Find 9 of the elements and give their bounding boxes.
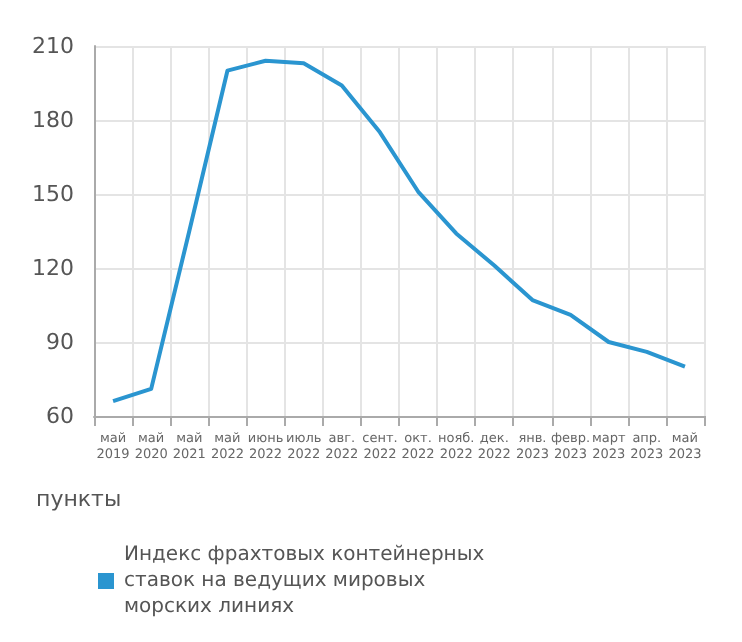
y-axis-title: пункты bbox=[36, 486, 122, 512]
line-series bbox=[111, 58, 687, 404]
y-tick-label: 150 bbox=[32, 181, 74, 207]
legend-label: Индекс фрахтовых контейнерных ставок на ведущих мировых морских линиях bbox=[124, 544, 491, 618]
y-tick-label: 60 bbox=[46, 403, 74, 429]
y-tick-label: 90 bbox=[46, 329, 74, 355]
y-tick-label: 180 bbox=[32, 107, 74, 133]
y-tick-label: 210 bbox=[32, 33, 74, 59]
y-tick-label: 120 bbox=[32, 255, 74, 281]
